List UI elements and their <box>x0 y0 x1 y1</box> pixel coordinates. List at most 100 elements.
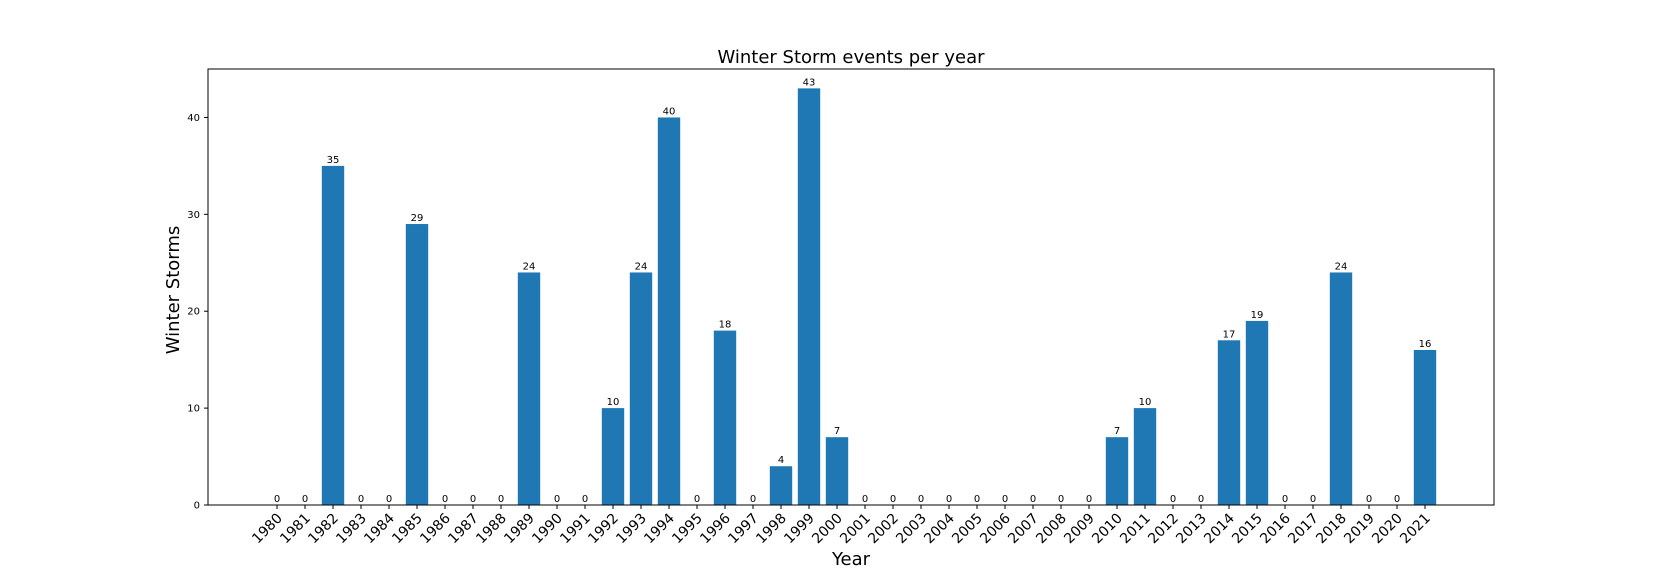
data-label-2000: 7 <box>834 426 840 437</box>
x-tick-label-1984: 1984 <box>361 510 398 547</box>
x-tick-label-1983: 1983 <box>333 511 370 548</box>
bar-1985 <box>405 224 429 505</box>
data-label-2009: 0 <box>1086 494 1092 505</box>
x-tick-label-2009: 2009 <box>1061 511 1098 548</box>
x-tick-label-1996: 1996 <box>697 510 734 547</box>
data-label-1996: 18 <box>719 320 732 331</box>
x-tick-label-1995: 1995 <box>669 511 706 548</box>
data-label-2013: 0 <box>1198 494 1204 505</box>
data-label-2008: 0 <box>1058 494 1064 505</box>
bar-1982 <box>321 165 345 505</box>
data-label-2006: 0 <box>1002 494 1008 505</box>
data-label-1981: 0 <box>302 494 308 505</box>
data-label-2020: 0 <box>1394 494 1400 505</box>
data-label-1991: 0 <box>582 494 588 505</box>
bar-1993 <box>629 272 653 505</box>
plot-area: 0102030400198001981351982019830198429198… <box>187 68 1495 548</box>
data-label-1994: 40 <box>663 106 676 117</box>
x-tick-label-2018: 2018 <box>1313 511 1350 548</box>
bar-2000 <box>825 437 849 505</box>
x-tick-label-2004: 2004 <box>921 510 958 547</box>
x-tick-label-2002: 2002 <box>865 511 902 548</box>
x-tick-label-1989: 1989 <box>501 511 538 548</box>
data-label-2018: 24 <box>1335 261 1348 272</box>
data-label-2014: 17 <box>1223 329 1236 340</box>
data-label-2017: 0 <box>1310 494 1316 505</box>
data-label-1988: 0 <box>498 494 504 505</box>
data-label-2021: 16 <box>1419 339 1432 350</box>
data-label-2001: 0 <box>862 494 868 505</box>
bar-1994 <box>657 117 681 505</box>
data-label-2019: 0 <box>1366 494 1372 505</box>
x-tick-label-2000: 2000 <box>809 511 846 548</box>
bar-2014 <box>1217 340 1241 505</box>
x-tick-label-2001: 2001 <box>837 511 874 548</box>
bar-1996 <box>713 330 737 505</box>
x-tick-label-2017: 2017 <box>1285 511 1322 548</box>
data-label-2007: 0 <box>1030 494 1036 505</box>
x-tick-label-2011: 2011 <box>1117 511 1154 548</box>
bar-1998 <box>769 466 793 505</box>
x-tick-label-1991: 1991 <box>557 511 594 548</box>
data-label-1982: 35 <box>327 155 340 166</box>
x-tick-label-2008: 2008 <box>1033 511 1070 548</box>
data-label-2012: 0 <box>1170 494 1176 505</box>
x-tick-label-1990: 1990 <box>529 511 566 548</box>
data-label-2004: 0 <box>946 494 952 505</box>
data-label-1990: 0 <box>554 494 560 505</box>
x-tick-label-2020: 2020 <box>1369 511 1406 548</box>
axes-frame <box>207 68 1495 506</box>
data-label-1989: 24 <box>523 261 536 272</box>
data-label-1992: 10 <box>607 397 620 408</box>
x-tick-label-1994: 1994 <box>641 510 678 547</box>
x-tick-label-1998: 1998 <box>753 511 790 548</box>
x-tick-label-1988: 1988 <box>473 511 510 548</box>
bar-2021 <box>1413 349 1437 505</box>
x-tick-label-2021: 2021 <box>1397 511 1434 548</box>
x-tick-label-1980: 1980 <box>249 511 286 548</box>
x-tick-label-2005: 2005 <box>949 511 986 548</box>
x-axis-label: Year <box>831 549 871 570</box>
bar-2010 <box>1105 437 1129 505</box>
data-label-2010: 7 <box>1114 426 1120 437</box>
x-tick-label-2012: 2012 <box>1145 511 1182 548</box>
bar-1999 <box>797 88 821 505</box>
data-label-1998: 4 <box>778 455 784 466</box>
bar-1992 <box>601 408 625 505</box>
bar-1989 <box>517 272 541 505</box>
x-tick-label-1993: 1993 <box>613 511 650 548</box>
data-label-2002: 0 <box>890 494 896 505</box>
data-label-1986: 0 <box>442 494 448 505</box>
x-tick-label-2014: 2014 <box>1201 510 1238 547</box>
x-tick-label-2016: 2016 <box>1257 510 1294 547</box>
data-label-1980: 0 <box>274 494 280 505</box>
x-tick-label-2013: 2013 <box>1173 511 1210 548</box>
data-label-1999: 43 <box>803 77 816 88</box>
x-tick-label-1997: 1997 <box>725 511 762 548</box>
x-tick-label-2003: 2003 <box>893 511 930 548</box>
x-tick-label-2019: 2019 <box>1341 511 1378 548</box>
data-label-1997: 0 <box>750 494 756 505</box>
y-tick-label: 20 <box>187 307 200 318</box>
data-label-1993: 24 <box>635 261 648 272</box>
y-tick-label: 40 <box>187 113 200 124</box>
data-label-1984: 0 <box>386 494 392 505</box>
data-label-2015: 19 <box>1251 310 1264 321</box>
x-tick-label-1987: 1987 <box>445 511 482 548</box>
data-label-2005: 0 <box>974 494 980 505</box>
x-tick-label-1999: 1999 <box>781 511 818 548</box>
y-tick-label: 10 <box>187 404 200 415</box>
y-axis-label: Winter Storms <box>163 226 184 355</box>
data-label-1987: 0 <box>470 494 476 505</box>
data-label-1985: 29 <box>411 213 424 224</box>
x-tick-label-1992: 1992 <box>585 511 622 548</box>
data-label-2016: 0 <box>1282 494 1288 505</box>
x-tick-label-1981: 1981 <box>277 511 314 548</box>
y-tick-label: 30 <box>187 210 200 221</box>
x-tick-label-1982: 1982 <box>305 511 342 548</box>
data-label-1983: 0 <box>358 494 364 505</box>
bar-2018 <box>1329 272 1353 505</box>
x-tick-label-1985: 1985 <box>389 511 426 548</box>
